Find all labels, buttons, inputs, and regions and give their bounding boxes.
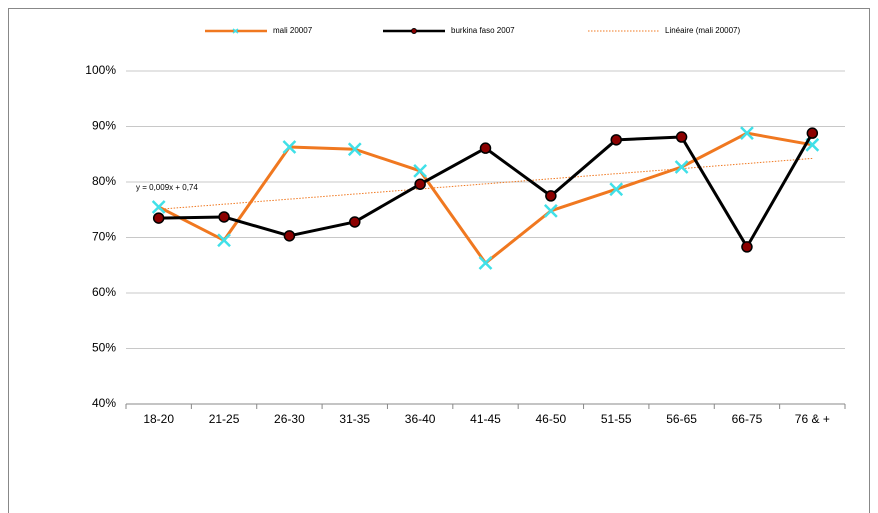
point: [217, 233, 231, 248]
y-tick-label: 90%: [92, 119, 116, 133]
y-tick-label: 60%: [92, 285, 116, 299]
legend-label: burkina faso 2007: [451, 26, 515, 35]
point: [478, 256, 493, 270]
point: [674, 160, 689, 174]
x-tick-label: 66-75: [732, 412, 763, 426]
y-tick-label: 50%: [92, 341, 116, 355]
x-tick-label: 26-30: [274, 412, 305, 426]
point: [152, 212, 165, 224]
point: [740, 126, 754, 141]
x-tick-label: 21-25: [209, 412, 240, 426]
point: [479, 142, 492, 154]
trendline: [158, 157, 813, 210]
y-tick-label: 100%: [85, 63, 116, 77]
x-tick-label: 76 & +: [795, 412, 830, 426]
y-tick-label: 80%: [92, 174, 116, 188]
y-tick-label: 40%: [92, 396, 116, 410]
legend-label: mali 20007: [273, 26, 313, 35]
x-tick-label: 41-45: [470, 412, 501, 426]
x-tick-label: 51-55: [601, 412, 632, 426]
x-tick-label: 36-40: [405, 412, 436, 426]
point: [218, 211, 230, 223]
legend-marker: [411, 28, 417, 34]
point: [151, 200, 166, 214]
point: [282, 140, 297, 154]
legend-label: Linéaire (mali 20007): [665, 26, 740, 35]
legend-marker: [232, 28, 239, 34]
point: [349, 216, 361, 228]
x-tick-label: 18-20: [143, 412, 174, 426]
point: [543, 203, 558, 218]
point: [741, 241, 753, 253]
point: [283, 230, 296, 242]
point: [610, 134, 622, 146]
point: [414, 178, 426, 190]
point: [806, 127, 819, 139]
point: [347, 142, 362, 157]
x-tick-label: 46-50: [536, 412, 567, 426]
x-tick-label: 31-35: [339, 412, 370, 426]
point: [675, 131, 688, 143]
point: [545, 190, 557, 202]
y-tick-label: 70%: [92, 230, 116, 244]
trendline-equation: y = 0,009x + 0,74: [136, 183, 198, 192]
point: [413, 164, 428, 178]
x-tick-label: 56-65: [666, 412, 697, 426]
point: [609, 182, 624, 197]
